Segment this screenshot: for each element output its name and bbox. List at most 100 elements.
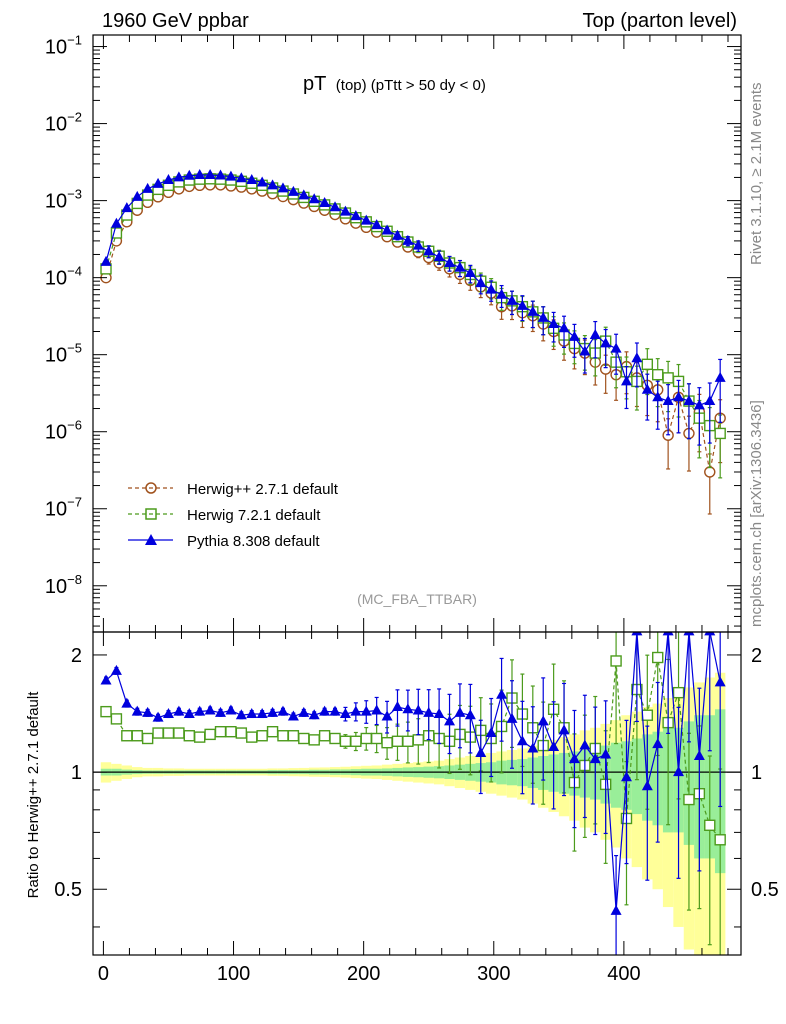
point-herwig7 [672,686,685,699]
point-pythia [298,706,310,717]
y-tick-label-ratio-right: 0.5 [751,879,779,901]
point-pythia [391,700,403,711]
point-herwig7 [714,427,726,440]
point-herwig7 [246,731,258,743]
point-pythia [548,741,560,752]
point-pythia [204,169,216,180]
point-herwig7 [183,730,195,742]
header-process-label: Top (parton level) [582,10,737,32]
ratio-y-axis-label: Ratio to Herwig++ 2.7.1 default [25,691,42,899]
point-pythia [360,705,372,716]
point-pythia [485,727,497,738]
point-pythia [662,632,674,636]
point-pythia [620,771,632,782]
point-pythia [589,753,601,764]
point-herwig7 [193,731,206,743]
point-pythia [600,337,612,348]
series-pythia [100,169,726,446]
point-herwig7 [266,726,279,738]
point-pythia [142,182,154,193]
legend-label-herwig7: Herwig 7.2.1 default [187,507,321,524]
axes-layer: 10−1 10−2 10−3 10−4 10−5 10−6 10−7 10−8 0.5 0.5 1 1… [45,33,779,985]
legend-entry-herwig-pp: Herwig++ 2.7.1 default [128,481,339,498]
band-inner [610,742,622,808]
point-herwig7 [339,735,352,747]
point-pythia [506,712,518,723]
point-pythia [287,185,299,196]
point-pythia [110,664,122,675]
point-pythia [100,674,112,685]
point-pythia [683,395,695,406]
series-pythia [100,632,726,955]
point-herwig7 [277,730,289,742]
point-pythia [152,711,164,722]
ratio-series-layer [100,632,726,955]
point-pythia [246,174,258,185]
point-pythia [173,705,185,716]
x-tick-label: 300 [477,963,510,985]
point-pythia [444,256,456,267]
point-pythia [350,705,362,716]
x-tick-label: 200 [347,963,380,985]
point-pythia [610,342,622,353]
legend-label-pythia: Pythia 8.308 default [187,533,320,550]
y-tick-label-main: 10−1 [45,33,82,59]
point-herwig7 [350,735,362,747]
point-pythia [225,170,237,181]
point-pythia [371,219,383,230]
legend-entry-pythia: Pythia 8.308 default [128,533,320,550]
point-pythia [204,704,216,715]
x-tick-label: 0 [98,963,109,985]
point-pythia [100,255,112,266]
point-pythia [173,171,185,182]
point-pythia [162,174,174,185]
point-pythia [589,329,601,340]
point-pythia [267,179,279,190]
point-pythia [673,766,685,777]
point-pythia [496,288,508,299]
point-pythia [183,169,195,180]
point-pythia [183,708,195,719]
point-herwig-pp [704,466,716,478]
legend: Herwig++ 2.7.1 default Herwig 7.2.1 defa… [128,481,339,550]
point-pythia [215,169,227,180]
point-pythia [475,746,487,757]
point-herwig7 [370,732,383,745]
point-pythia [225,704,237,715]
point-pythia [537,715,549,726]
x-tick-label: 400 [607,963,640,985]
point-pythia [568,753,580,764]
point-pythia [371,704,383,715]
point-pythia [693,749,705,760]
point-pythia [433,251,445,262]
point-pythia [652,391,664,402]
point-pythia [444,715,456,726]
point-pythia [610,904,622,915]
point-pythia [215,706,227,717]
point-pythia [662,395,674,406]
analysis-watermark: (MC_FBA_TTBAR) [357,591,477,607]
point-herwig7 [256,730,268,742]
point-pythia [454,706,466,717]
point-pythia [433,708,445,719]
point-pythia [142,706,154,717]
rivet-version-label: Rivet 3.1.10, ≥ 2.1M events [748,83,765,266]
point-pythia [641,780,653,791]
x-tick-label: 100 [217,963,250,985]
y-tick-label-ratio-right: 2 [751,645,762,667]
point-herwig7 [412,734,425,746]
point-herwig7 [152,727,164,739]
point-herwig7 [131,730,143,742]
point-pythia [277,705,289,716]
point-herwig7 [287,730,300,742]
point-pythia [402,703,414,714]
point-pythia [308,709,320,720]
point-pythia [319,705,331,716]
y-tick-label-ratio: 2 [71,645,82,667]
point-pythia [256,176,268,187]
point-pythia [631,632,643,636]
legend-marker-herwig-pp [145,482,157,494]
point-pythia [412,704,424,715]
point-pythia [464,709,476,720]
